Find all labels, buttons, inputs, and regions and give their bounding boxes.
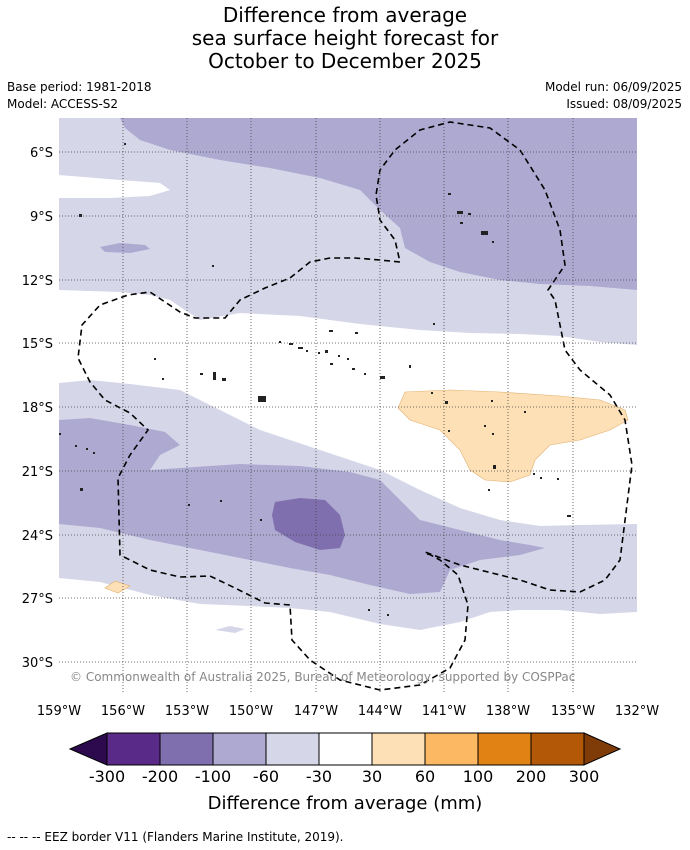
lon-tick-label: 141°W [422, 704, 466, 719]
colorbar-tick-label: -200 [142, 767, 178, 786]
map-panel: © Commonwealth of Australia 2025, Bureau… [59, 118, 637, 694]
contour-positive-east [397, 389, 629, 483]
colorbar-low-extend [68, 732, 108, 766]
contour-positive-west [104, 580, 131, 594]
colorbar-tick-label: -60 [253, 767, 279, 786]
colorbar-swatch [477, 732, 532, 766]
eez-borders [77, 121, 633, 691]
colorbar-swatch [159, 732, 214, 766]
meta-left: Base period: 1981-2018 Model: ACCESS-S2 [7, 79, 152, 113]
colorbar-swatch [318, 732, 373, 766]
colorbar-swatch [424, 732, 479, 766]
lon-tick-label: 159°W [37, 704, 81, 719]
contour-mid-north-patch [100, 243, 150, 253]
title-line-1: Difference from average [222, 3, 468, 27]
eez-border-north [77, 121, 633, 691]
lon-tick-label: 132°W [615, 704, 659, 719]
lon-tick-label: 153°W [165, 704, 209, 719]
colorbar-label: Difference from average (mm) [208, 793, 483, 814]
model-run: Model run: 06/09/2025 [544, 80, 682, 94]
contour-white-north [59, 175, 170, 198]
colorbar-swatch [106, 732, 161, 766]
lat-axis: 6°S 9°S 12°S 15°S 18°S 21°S 24°S 27°S 30… [22, 146, 53, 671]
colorbar-swatch [530, 732, 585, 766]
colorbar-tick-label: -100 [195, 767, 231, 786]
map-credit: © Commonwealth of Australia 2025, Bureau… [70, 670, 575, 684]
eez-footnote: -- -- -- EEZ border V11 (Flanders Marine… [7, 830, 344, 844]
lat-tick-label: 30°S [22, 656, 53, 671]
lat-tick-label: 21°S [22, 465, 53, 480]
colorbar-tick-label: -300 [89, 767, 125, 786]
lon-tick-label: 147°W [294, 704, 338, 719]
lat-tick-label: 15°S [22, 337, 53, 352]
lon-tick-label: 138°W [486, 704, 530, 719]
meta-right: Model run: 06/09/2025 Issued: 08/09/2025 [545, 79, 682, 113]
lat-tick-label: 24°S [22, 529, 53, 544]
lon-axis: 159°W 156°W 153°W 150°W 147°W 144°W 141°… [37, 704, 659, 719]
colorbar-high-extend [583, 732, 622, 766]
lon-tick-label: 156°W [101, 704, 145, 719]
model-name: Model: ACCESS-S2 [7, 97, 119, 111]
base-period: Base period: 1981-2018 [7, 80, 152, 94]
graticule [59, 118, 637, 694]
lon-tick-label: 150°W [229, 704, 273, 719]
colorbar-tick-label: 30 [362, 767, 382, 786]
colorbar-swatch [371, 732, 426, 766]
lon-tick-label: 144°W [358, 704, 402, 719]
colorbar-tick-label: 300 [569, 767, 600, 786]
colorbar-swatch [265, 732, 320, 766]
lat-tick-label: 6°S [30, 146, 53, 161]
colorbar-swatch [212, 732, 267, 766]
contour-dark-south [272, 498, 345, 550]
lat-tick-label: 27°S [22, 592, 53, 607]
title-line-2: sea surface height forecast for [191, 26, 499, 50]
colorbar-tick-label: 60 [415, 767, 435, 786]
colorbar-tick-label: 100 [463, 767, 494, 786]
colorbar-tick-label: 200 [516, 767, 547, 786]
colorbar [68, 732, 622, 766]
issued-date: Issued: 08/09/2025 [566, 97, 682, 111]
lat-tick-label: 9°S [30, 210, 53, 225]
contour-light-patch-sw [215, 626, 245, 633]
title-line-3: October to December 2025 [208, 49, 482, 73]
colorbar-tick-label: -30 [306, 767, 332, 786]
island-markers [59, 143, 571, 616]
map-title: Difference from average sea surface heig… [0, 4, 690, 73]
lat-tick-label: 12°S [22, 274, 53, 289]
lon-tick-label: 135°W [551, 704, 595, 719]
lat-tick-label: 18°S [22, 401, 53, 416]
colorbar-ticks: -300 -200 -100 -60 -30 30 60 100 200 300 [89, 767, 599, 786]
